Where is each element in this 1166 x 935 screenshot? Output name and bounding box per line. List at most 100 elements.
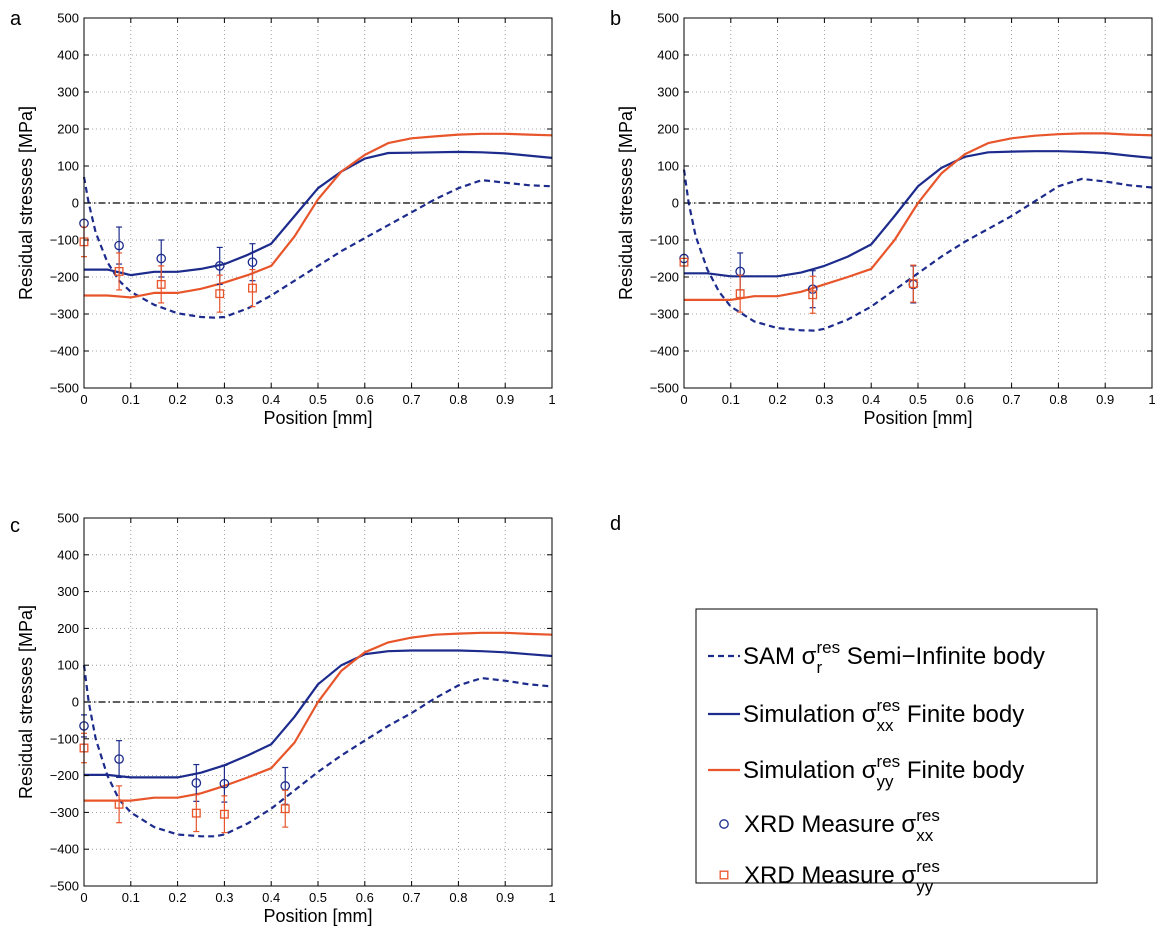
x-tick-label: 0.6 bbox=[956, 392, 974, 407]
data-point-xrd_yy bbox=[908, 279, 918, 289]
x-tick-label: 0.5 bbox=[309, 392, 327, 407]
y-tick-label: 300 bbox=[657, 85, 679, 100]
data-point-xrd_xx bbox=[156, 253, 167, 264]
data-point-xrd_xx bbox=[191, 778, 202, 788]
x-tick-label: 0.8 bbox=[449, 890, 467, 905]
x-tick-label: 0.3 bbox=[215, 392, 233, 407]
y-tick-label: −100 bbox=[50, 731, 79, 746]
x-tick-label: 0.3 bbox=[815, 392, 833, 407]
data-point-xrd_yy bbox=[215, 289, 225, 299]
panel-letter-c: c bbox=[10, 515, 20, 537]
y-tick-label: 0 bbox=[672, 196, 679, 211]
y-tick-label: −300 bbox=[50, 805, 79, 820]
x-tick-label: 0.7 bbox=[1003, 392, 1021, 407]
y-tick-label: −400 bbox=[650, 344, 679, 359]
data-point-xrd_xx bbox=[247, 257, 258, 268]
x-tick-label: 0.8 bbox=[1049, 392, 1067, 407]
data-point-xrd_yy bbox=[156, 279, 166, 289]
series-line-sim_yy bbox=[84, 631, 553, 802]
x-tick-label: 0.4 bbox=[862, 392, 880, 407]
x-tick-label: 0 bbox=[80, 890, 87, 905]
y-tick-label: 200 bbox=[57, 621, 79, 636]
panel-letter-b: b bbox=[610, 8, 621, 30]
x-tick-label: 0.3 bbox=[215, 890, 233, 905]
series-line-sim_yy bbox=[684, 132, 1153, 301]
legend-label-4: XRD Measure σres yy bbox=[744, 857, 940, 896]
x-tick-label: 0.4 bbox=[262, 890, 280, 905]
legend-label-3: XRD Measure σres xx bbox=[744, 806, 940, 845]
data-point-xrd_xx bbox=[219, 778, 230, 789]
y-tick-label: 500 bbox=[57, 11, 79, 26]
data-point-xrd_xx bbox=[114, 754, 124, 764]
legend-box bbox=[695, 608, 1098, 884]
y-tick-label: 100 bbox=[657, 159, 679, 174]
legend-label-2: Simulation σres yy Finite body bbox=[743, 752, 1024, 791]
y-axis-label: Residual stresses [MPa] bbox=[16, 605, 36, 799]
data-point-xrd_xx bbox=[114, 240, 124, 251]
y-axis-label: Residual stresses [MPa] bbox=[616, 106, 636, 300]
x-tick-label: 0.7 bbox=[403, 890, 421, 905]
data-point-xrd_yy bbox=[248, 283, 257, 293]
y-tick-label: 200 bbox=[57, 122, 79, 137]
x-tick-label: 1 bbox=[548, 392, 555, 407]
y-tick-label: 400 bbox=[57, 547, 79, 562]
y-tick-label: −300 bbox=[650, 307, 679, 322]
series-line-sim_yy bbox=[84, 132, 553, 299]
y-tick-label: −300 bbox=[50, 307, 79, 322]
panel-letter-a: a bbox=[10, 8, 22, 30]
x-tick-label: 0.2 bbox=[769, 392, 787, 407]
data-point-xrd_yy bbox=[191, 808, 201, 818]
x-tick-label: 0.9 bbox=[496, 890, 514, 905]
x-tick-label: 0.7 bbox=[403, 392, 421, 407]
y-tick-label: 400 bbox=[657, 48, 679, 63]
series-line-sam bbox=[682, 169, 1153, 332]
x-tick-label: 0.5 bbox=[309, 890, 327, 905]
x-tick-label: 0.2 bbox=[169, 890, 187, 905]
x-tick-label: 1 bbox=[548, 890, 555, 905]
data-point-xrd_yy bbox=[114, 266, 124, 276]
y-tick-label: −400 bbox=[50, 344, 79, 359]
y-tick-label: −200 bbox=[650, 270, 679, 285]
x-tick-label: 0 bbox=[680, 392, 687, 407]
y-tick-label: 0 bbox=[72, 695, 79, 710]
series-line-sim_xx bbox=[684, 150, 1153, 278]
y-tick-label: 300 bbox=[57, 584, 79, 599]
y-axis-label: Residual stresses [MPa] bbox=[16, 106, 36, 300]
legend-label-1: Simulation σres xx Finite body bbox=[743, 696, 1024, 735]
data-point-xrd_yy bbox=[114, 799, 124, 809]
y-tick-label: −200 bbox=[50, 768, 79, 783]
y-tick-label: 300 bbox=[57, 85, 79, 100]
panel-d: d SAM σres r Semi−Infinite body Simulation… bbox=[610, 513, 1098, 896]
x-tick-label: 0.6 bbox=[356, 392, 374, 407]
x-tick-label: 0.1 bbox=[722, 392, 740, 407]
x-tick-label: 0.2 bbox=[169, 392, 187, 407]
data-point-xrd_yy bbox=[735, 289, 745, 299]
series-line-sim_xx bbox=[84, 649, 553, 779]
x-tick-label: 0 bbox=[80, 392, 87, 407]
y-tick-label: −200 bbox=[50, 270, 79, 285]
x-tick-label: 0.1 bbox=[122, 392, 140, 407]
x-tick-label: 0.4 bbox=[262, 392, 280, 407]
x-tick-label: 0.6 bbox=[356, 890, 374, 905]
y-tick-label: 200 bbox=[657, 122, 679, 137]
data-point-xrd_yy bbox=[808, 290, 818, 300]
panel-letter-d: d bbox=[610, 513, 621, 535]
x-tick-label: 0.1 bbox=[122, 890, 140, 905]
y-tick-label: −500 bbox=[50, 879, 79, 894]
legend-marker-circle bbox=[719, 819, 729, 829]
y-tick-label: 100 bbox=[57, 658, 79, 673]
legend-marker-square bbox=[719, 870, 729, 880]
panel-b: b 0 0.1 0.2 0.3 0.4 0.5 0.6 0.7 0.8 0.9 1 −500 −400 −3… bbox=[610, 8, 1156, 428]
x-tick-label: 0.5 bbox=[909, 392, 927, 407]
panel-c: c 0 0.1 0.2 0.3 0.4 0.5 0.6 0.7 0.8 0.9 1 −500 −400 −3… bbox=[10, 511, 556, 927]
y-tick-label: 400 bbox=[57, 48, 79, 63]
legend-label-0: SAM σres r Semi−Infinite body bbox=[743, 638, 1045, 677]
series-line-sim_xx bbox=[84, 150, 553, 277]
y-tick-label: 100 bbox=[57, 159, 79, 174]
y-tick-label: 0 bbox=[72, 196, 79, 211]
legend: SAM σres r Semi−Infinite body Simulation σ… bbox=[695, 608, 1098, 896]
y-tick-label: 500 bbox=[657, 11, 679, 26]
series-line-sam bbox=[82, 665, 553, 838]
x-axis-label: Position [mm] bbox=[863, 408, 972, 428]
